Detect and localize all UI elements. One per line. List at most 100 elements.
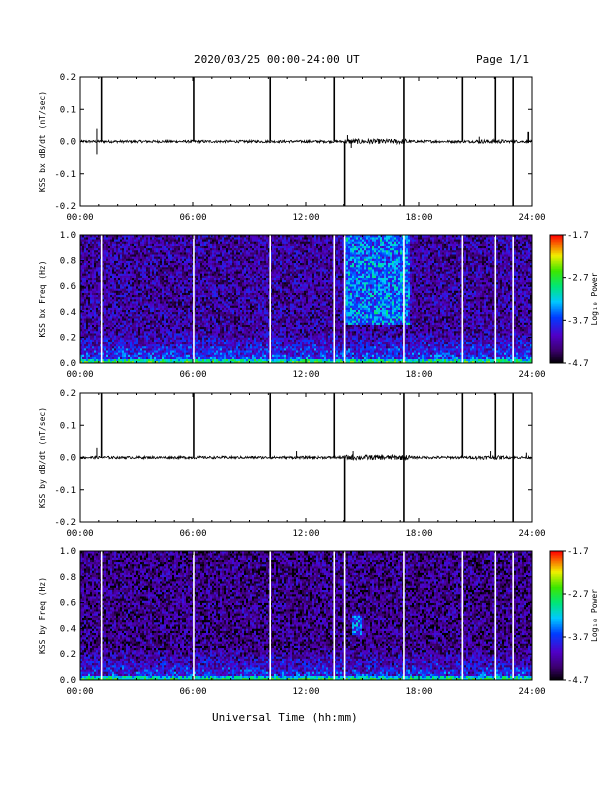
heat-cell <box>220 284 223 287</box>
heat-cell <box>178 348 181 351</box>
heat-cell <box>188 290 191 293</box>
heat-cell <box>168 343 171 347</box>
heat-cell <box>210 256 213 259</box>
heat-cell <box>212 354 215 357</box>
heat-cell <box>80 331 83 334</box>
heat-cell <box>168 299 171 302</box>
heat-cell <box>200 288 203 291</box>
heat-cell <box>222 350 225 353</box>
heat-cell <box>98 343 101 347</box>
heat-cell <box>142 311 145 315</box>
heat-cell <box>228 239 231 242</box>
heat-cell <box>88 320 91 323</box>
heat-cell <box>154 290 157 293</box>
heat-cell <box>190 309 193 313</box>
heat-cell <box>166 245 169 249</box>
heat-cell <box>196 284 199 287</box>
heat-cell <box>116 277 119 281</box>
heat-cell <box>170 356 173 360</box>
heat-cell <box>234 269 237 272</box>
heat-cell <box>156 237 159 240</box>
heat-cell <box>204 299 207 302</box>
heat-cell <box>158 320 161 323</box>
heat-cell <box>124 348 127 351</box>
heat-cell <box>186 333 189 336</box>
heat-cell <box>92 331 95 334</box>
heat-cell <box>92 281 95 285</box>
heat-cell <box>116 254 119 257</box>
heat-cell <box>94 290 97 293</box>
heat-cell <box>102 273 105 276</box>
heat-cell <box>138 235 141 238</box>
heat-cell <box>128 258 131 261</box>
heat-cell <box>124 313 127 317</box>
heat-cell <box>188 267 191 270</box>
heat-cell <box>144 292 147 296</box>
heat-cell <box>138 252 141 255</box>
heat-cell <box>230 352 233 355</box>
heat-cell <box>210 290 213 293</box>
heat-cell <box>150 358 153 362</box>
heat-cell <box>242 348 245 351</box>
heat-cell <box>130 335 133 338</box>
heat-cell <box>114 311 117 315</box>
heat-cell <box>92 305 95 308</box>
heat-cell <box>86 264 89 268</box>
heat-cell <box>126 264 129 268</box>
heat-cell <box>170 335 173 338</box>
heat-cell <box>236 313 239 317</box>
heat-cell <box>176 284 179 287</box>
heat-cell <box>232 281 235 285</box>
heat-cell <box>160 322 163 325</box>
heat-cell <box>194 339 197 342</box>
heat-cell <box>150 260 153 264</box>
heat-cell <box>200 294 203 298</box>
heat-cell <box>148 343 151 347</box>
heat-cell <box>212 345 215 349</box>
heat-cell <box>164 303 167 306</box>
heat-cell <box>120 279 123 283</box>
heat-cell <box>86 273 89 276</box>
heat-cell <box>216 335 219 338</box>
heat-cell <box>210 335 213 338</box>
heat-cell <box>164 358 167 362</box>
heat-cell <box>174 345 177 349</box>
heat-cell <box>156 360 159 364</box>
heat-cell <box>214 262 217 266</box>
heat-cell <box>148 271 151 274</box>
heat-cell <box>184 260 187 264</box>
heat-cell <box>94 301 97 304</box>
heat-cell <box>214 350 217 353</box>
heat-cell <box>180 235 183 238</box>
heat-cell <box>152 320 155 323</box>
heat-cell <box>144 301 147 304</box>
heat-cell <box>174 294 177 298</box>
heat-cell <box>162 235 165 238</box>
heat-cell <box>228 241 231 244</box>
heat-cell <box>90 296 93 300</box>
heat-cell <box>156 288 159 291</box>
heat-cell <box>216 322 219 325</box>
heat-cell <box>212 256 215 259</box>
heat-cell <box>240 313 243 317</box>
heat-cell <box>90 322 93 325</box>
heat-cell <box>120 273 123 276</box>
heat-cell <box>168 267 171 270</box>
heat-cell <box>118 275 121 278</box>
heat-cell <box>202 311 205 315</box>
heat-cell <box>218 271 221 274</box>
heat-cell <box>196 281 199 285</box>
heat-cell <box>218 275 221 278</box>
heat-cell <box>196 237 199 240</box>
heat-cell <box>200 360 203 364</box>
heat-cell <box>164 331 167 334</box>
heat-cell <box>194 267 197 270</box>
heat-cell <box>102 343 105 347</box>
heat-cell <box>86 331 89 334</box>
heat-cell <box>214 273 217 276</box>
heat-cell <box>174 284 177 287</box>
heat-cell <box>150 311 153 315</box>
heat-cell <box>156 254 159 257</box>
heat-cell <box>102 296 105 300</box>
heat-cell <box>190 343 193 347</box>
